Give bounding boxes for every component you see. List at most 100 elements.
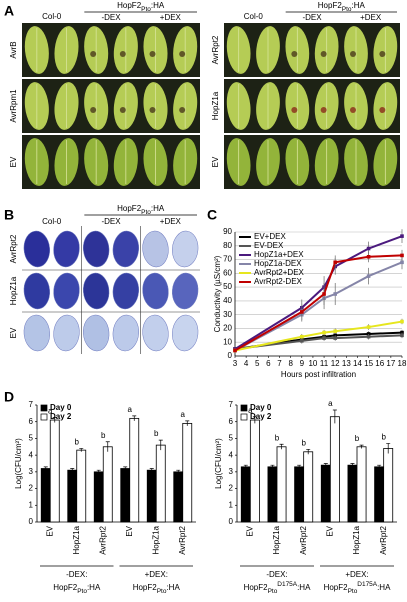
error-bar [359,444,364,449]
legend-swatch [40,413,48,421]
y-tick-label: 4 [229,450,234,459]
error-bar [332,409,337,424]
significance-letter: b [355,434,360,443]
legend-label: HopZ1a-DEX [254,259,302,268]
row-label: AvrB [9,41,18,58]
construct-sub: Pto [268,588,278,595]
stained-leaf [172,272,199,310]
error-bar [279,443,284,450]
construct-label: HopF2PtoD175A:HA [244,581,312,595]
construct-end: :HA [166,583,180,592]
row-label: AvrRpt2 [211,35,220,64]
legend-swatch [240,413,248,421]
lesion [379,51,386,57]
x-axis-label: Hours post infiltration [281,370,356,379]
construct-sup: D175A [277,581,297,588]
construct-sup: D175A [357,581,377,588]
point [300,310,304,314]
significance-letter: a [48,407,53,416]
bar [49,419,60,523]
point [333,333,337,338]
row-label: AvrRpt2 [9,234,18,263]
error-bar [185,420,190,426]
legend-label: AvrRpt2-DEX [254,277,303,286]
legend-label: AvrRpt2+DEX [254,268,305,277]
bar [329,416,340,523]
y-tick-label: 7 [229,400,234,409]
x-tick-label: EV [45,525,54,536]
photo [224,23,400,77]
y-tick-label: 70 [223,255,232,264]
error-bar [132,415,137,421]
error-bar [123,466,128,471]
control-label: Col-0 [42,217,62,226]
bar [240,466,251,523]
stained-leaf [172,314,199,352]
construct-sub: Pto [77,588,87,595]
y-tick-label: 4 [29,450,34,459]
x-tick-label: 10 [308,359,317,368]
point [366,246,371,251]
series-line [234,254,403,352]
y-tick-label: 0 [228,351,233,360]
error-bar [158,439,163,451]
x-tick-label: 7 [277,359,282,368]
x-tick-label: 12 [331,359,340,368]
lesion [179,107,186,113]
group-condition: -DEX: [66,570,87,579]
treatment-label: -DEX [302,13,322,22]
control-label: Col-0 [244,12,264,21]
legend-label: EV+DEX [254,232,286,241]
y-tick-label: 7 [29,400,34,409]
x-tick-label: AvrRpt2 [379,525,388,554]
stained-leaf [83,314,110,352]
group-condition: -DEX: [266,570,287,579]
legend-label: HopZ1a+DEX [254,250,304,259]
bar [182,422,193,523]
y-tick-label: 1 [29,500,34,509]
panel-label: C [207,207,217,223]
significance-letter: b [275,433,280,442]
x-tick-label: HopZ1a [352,525,361,554]
panel-label: D [4,389,14,405]
y-tick-label: 40 [223,296,232,305]
bar [93,471,104,523]
bar [40,468,51,523]
point [333,336,337,340]
legend-label: Day 2 [250,412,272,421]
y-tick-label: 6 [29,417,34,426]
stained-leaf [112,314,139,352]
point [322,292,326,296]
error-bar [323,463,328,467]
bar [383,448,394,523]
lesion [320,51,327,57]
y-tick-label: 50 [223,282,232,291]
row-label: EV [9,156,18,167]
series-line [234,261,403,352]
bar [249,419,260,523]
lesion [179,51,186,57]
y-tick-label: 0 [229,517,234,526]
error-bar [377,464,382,469]
stained-leaf [112,230,139,268]
construct-end: :HA [377,583,391,592]
error-bar [43,466,48,471]
construct-base: HopF2 [53,583,78,592]
legend-swatch [240,404,248,412]
control-label: Col-0 [42,12,62,21]
error-bar [243,464,248,469]
legend-label: Day 0 [50,403,72,412]
x-tick-label: HopZ1a [72,525,81,554]
x-tick-label: EV [245,525,254,536]
error-bar [350,463,355,467]
photo [22,79,200,133]
error-bar [297,464,302,469]
significance-letter: b [101,431,106,440]
x-tick-label: 4 [244,359,249,368]
bar [267,466,278,523]
stained-leaf [53,230,80,268]
construct-end: :HA [352,1,366,10]
row-label: AvrRpm1 [9,89,18,123]
significance-letter: b [381,433,386,442]
